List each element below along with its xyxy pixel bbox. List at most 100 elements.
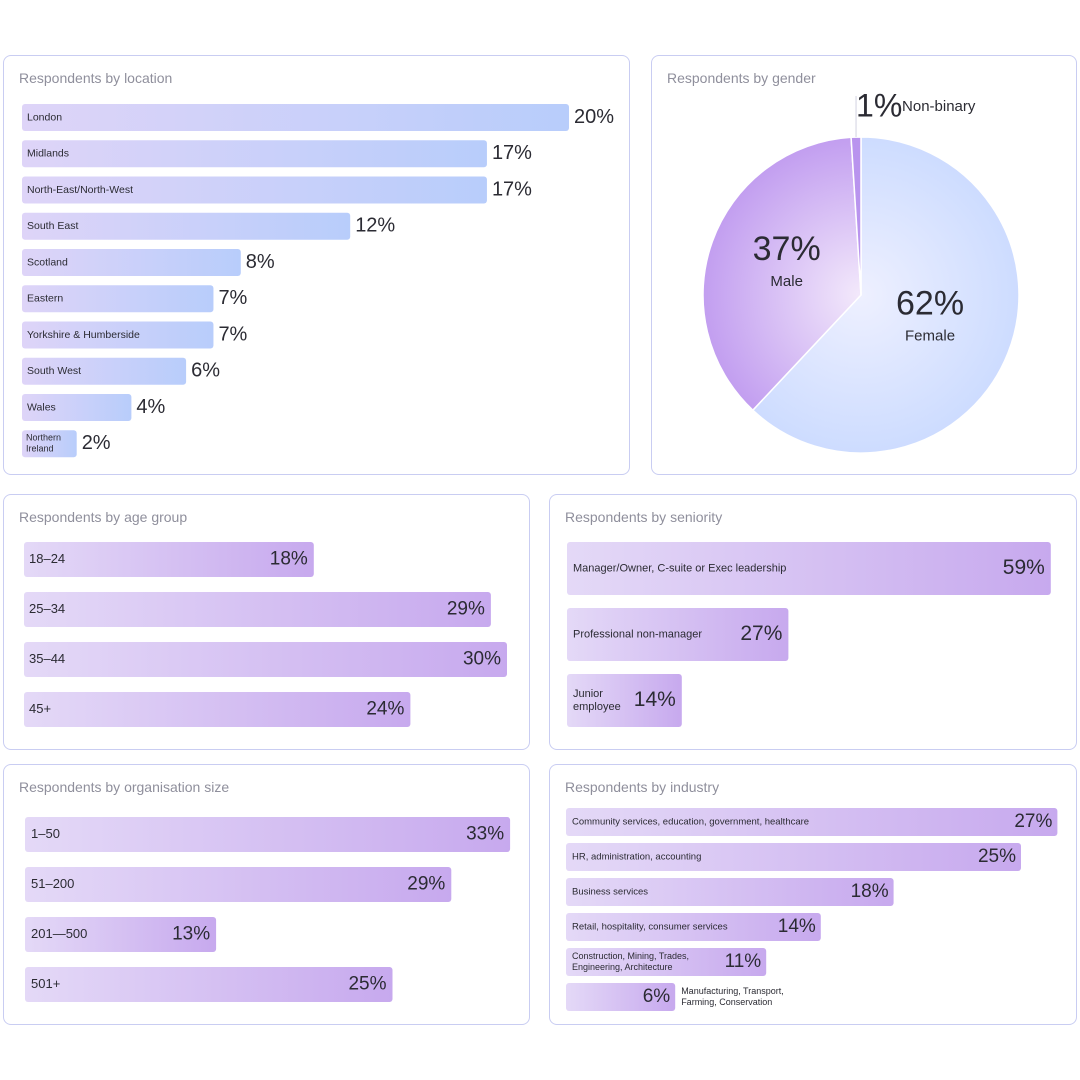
seniority-bar-chart: Manager/Owner, C-suite or Exec leadershi…	[567, 542, 1051, 727]
industry-bar-chart: Community services, education, governmen…	[566, 808, 1058, 1011]
location-bar	[22, 176, 487, 204]
gender-panel-title: Respondents by gender	[667, 70, 816, 86]
orgsize-bar	[25, 917, 217, 952]
location-bar	[22, 285, 214, 313]
location-bar	[22, 212, 351, 240]
location-category-label: Yorkshire & Humberside	[27, 329, 140, 341]
industry-category-label: Construction, Mining, Trades, Engineering…	[572, 951, 689, 972]
location-category-label: Wales	[27, 401, 56, 413]
orgsize-category-label: 201—500	[31, 926, 87, 941]
location-value-label: 8%	[246, 251, 275, 273]
orgsize-panel: Respondents by organisation size 1–50 33%…	[3, 764, 530, 1025]
gender-pie-slice-male	[702, 136, 862, 412]
seniority-category-label: Manager/Owner, C-suite or Exec leadershi…	[573, 562, 786, 574]
location-value-label: 17%	[492, 178, 532, 200]
location-category-label: South West	[27, 365, 81, 377]
age-panel-title: Respondents by age group	[19, 509, 188, 525]
orgsize-bar	[25, 817, 511, 852]
age-category-label: 35–44	[29, 651, 65, 666]
location-category-label: North-East/North-West	[27, 184, 133, 196]
orgsize-value-label: 13%	[172, 924, 210, 945]
location-category-label: London	[27, 111, 62, 123]
industry-value-label: 6%	[643, 986, 671, 1007]
location-bar	[22, 394, 132, 421]
seniority-bar	[567, 542, 1051, 595]
orgsize-value-label: 29%	[407, 874, 445, 895]
location-bar	[22, 430, 77, 458]
gender-category-label: Female	[905, 327, 955, 344]
orgsize-value-label: 25%	[348, 974, 386, 995]
location-bar	[22, 140, 487, 168]
location-panel: Respondents by location London 20% Midland…	[3, 55, 630, 475]
location-panel-title: Respondents by location	[19, 70, 173, 86]
orgsize-value-label: 33%	[466, 824, 504, 845]
location-bar-chart: London 20% Midlands 17% North-East/North-Wes…	[22, 104, 614, 458]
industry-category-label: Manufacturing, Transport, Farming, Conser…	[681, 986, 784, 1007]
industry-category-label: Community services, education, governmen…	[572, 817, 809, 828]
industry-bar	[566, 843, 1021, 871]
gender-value-label: 62%	[896, 284, 964, 322]
location-bar	[22, 357, 187, 385]
industry-category-label: Retail, hospitality, consumer services	[572, 922, 728, 933]
location-bar	[22, 104, 569, 131]
age-category-label: 25–34	[29, 601, 65, 616]
location-value-label: 12%	[355, 215, 395, 237]
gender-panel: Respondents by gender 62% Female 37% Male 1%…	[651, 55, 1077, 475]
age-bar	[24, 592, 491, 627]
seniority-category-label: Junior employee	[573, 688, 621, 713]
location-value-label: 20%	[574, 106, 614, 128]
gender-category-label: Non-binary	[902, 98, 976, 115]
industry-bar	[566, 808, 1058, 836]
age-bar	[24, 642, 507, 677]
orgsize-category-label: 1–50	[31, 826, 60, 841]
location-category-label: Scotland	[27, 256, 68, 268]
age-value-label: 29%	[447, 599, 485, 620]
gender-pie-slice-non-binary	[850, 136, 862, 296]
seniority-bar	[567, 608, 789, 661]
gender-pie-chart: 62% Female 37% Male 1% Non-binary	[702, 87, 1020, 454]
age-bar	[24, 542, 314, 577]
location-bar	[22, 321, 214, 349]
location-value-label: 17%	[492, 142, 532, 164]
orgsize-category-label: 501+	[31, 976, 60, 991]
location-category-label: Eastern	[27, 293, 63, 305]
location-category-label: Midlands	[27, 148, 69, 160]
orgsize-bar-chart: 1–50 33% 51–200 29% 201—500 13% 501+ 25%	[25, 817, 511, 1002]
industry-bar	[566, 983, 676, 1011]
industry-bar	[566, 878, 894, 906]
seniority-category-label: Professional non-manager	[573, 628, 702, 640]
seniority-value-label: 27%	[740, 622, 782, 645]
industry-category-label: HR, administration, accounting	[572, 852, 701, 863]
seniority-panel-title: Respondents by seniority	[565, 509, 723, 525]
location-category-label: South East	[27, 220, 78, 232]
location-value-label: 6%	[191, 360, 220, 382]
industry-panel: Respondents by industry Community servic…	[549, 764, 1077, 1025]
location-value-label: 2%	[82, 432, 111, 454]
industry-bar	[566, 948, 767, 976]
orgsize-bar	[25, 867, 452, 902]
gender-value-label: 37%	[753, 230, 821, 268]
location-value-label: 7%	[218, 323, 247, 345]
location-bar	[22, 249, 241, 276]
seniority-bar	[567, 674, 682, 727]
age-category-label: 45+	[29, 701, 51, 716]
age-category-label: 18–24	[29, 551, 65, 566]
age-value-label: 24%	[366, 699, 404, 720]
industry-value-label: 11%	[725, 951, 762, 972]
age-bar	[24, 692, 411, 727]
industry-value-label: 27%	[1014, 811, 1052, 832]
industry-value-label: 14%	[778, 916, 816, 937]
location-category-label: Northern Ireland	[26, 433, 61, 454]
age-bar-chart: 18–24 18% 25–34 29% 35–44 30% 45+ 24%	[24, 542, 507, 727]
orgsize-category-label: 51–200	[31, 876, 74, 891]
industry-value-label: 18%	[851, 881, 889, 902]
industry-value-label: 25%	[978, 846, 1016, 867]
industry-category-label: Business services	[572, 887, 648, 898]
age-value-label: 18%	[270, 549, 308, 570]
industry-bar	[566, 913, 821, 941]
location-value-label: 4%	[136, 396, 165, 418]
age-panel: Respondents by age group 18–24 18% 25–34 29…	[3, 494, 530, 750]
gender-category-label: Male	[770, 273, 803, 290]
seniority-value-label: 14%	[634, 688, 676, 711]
gender-value-label: 1%	[856, 87, 902, 123]
